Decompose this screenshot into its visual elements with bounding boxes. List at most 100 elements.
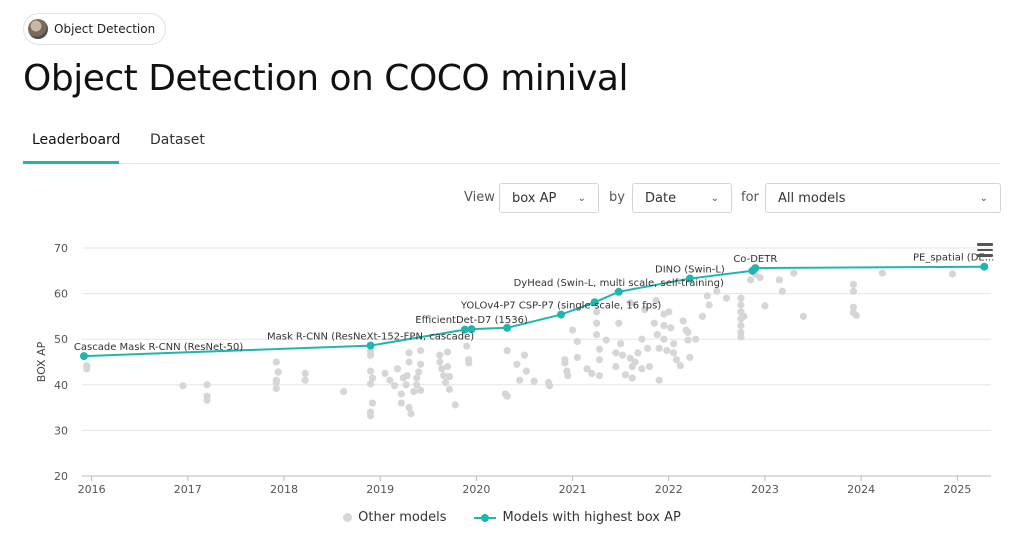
other-model-point — [684, 328, 692, 336]
other-model-point — [593, 331, 601, 339]
sota-data-label: DyHead (Swin-L, multi scale, self-traini… — [514, 278, 724, 289]
other-model-point — [669, 349, 678, 357]
other-model-point — [849, 303, 858, 311]
sota-model-point — [79, 352, 88, 361]
sota-model-point — [614, 287, 623, 296]
other-model-point — [588, 369, 596, 377]
other-model-point — [203, 381, 211, 389]
other-model-point — [203, 396, 211, 404]
other-model-point — [740, 312, 748, 320]
x-tick-label: 2022 — [655, 483, 683, 496]
sota-data-label: EfficientDet-D7 (1536) — [415, 315, 528, 326]
other-model-point — [445, 385, 454, 393]
other-model-point — [626, 299, 634, 307]
other-model-point — [564, 372, 572, 380]
other-model-point — [756, 274, 764, 282]
other-model-point — [403, 372, 411, 380]
other-model-point — [272, 384, 280, 393]
other-model-point — [778, 287, 786, 295]
other-model-point — [503, 392, 511, 400]
view-label: View — [464, 190, 495, 205]
sota-model-point — [557, 310, 566, 319]
other-model-point — [652, 296, 660, 305]
sota-data-label: PE_spatial (DE... — [913, 253, 994, 264]
other-model-point — [799, 312, 808, 320]
sota-data-label: DINO (Swin-L) — [655, 265, 725, 276]
other-model-point — [583, 365, 591, 373]
other-model-point — [638, 335, 646, 343]
other-model-point — [638, 365, 646, 373]
sota-model-point — [503, 323, 512, 332]
other-model-point — [660, 321, 668, 330]
legend-other-models[interactable]: Other models — [343, 510, 446, 525]
other-model-point — [628, 374, 636, 382]
other-model-point — [516, 376, 524, 384]
other-model-point — [438, 365, 446, 373]
other-model-point — [667, 324, 675, 332]
other-model-point — [705, 301, 713, 309]
other-model-point — [669, 340, 678, 348]
active-tab-indicator — [23, 161, 119, 164]
other-model-point — [530, 377, 538, 385]
other-model-point — [612, 362, 620, 371]
other-model-point — [391, 382, 399, 390]
other-model-point — [612, 349, 620, 357]
other-model-point — [83, 365, 91, 373]
tab-dataset[interactable]: Dataset — [150, 132, 205, 148]
other-model-point — [595, 356, 604, 364]
view-select-value: box AP — [512, 190, 557, 206]
other-model-point — [416, 347, 425, 355]
other-model-point — [368, 399, 377, 407]
legend-sota-models[interactable]: Models with highest box AP — [474, 510, 681, 525]
other-model-point — [568, 326, 577, 334]
other-model-point — [443, 362, 452, 371]
other-model-point — [368, 374, 377, 382]
other-model-point — [545, 382, 554, 390]
view-select[interactable]: box AP ⌄ — [499, 183, 599, 213]
sota-model-point — [751, 264, 760, 273]
for-select[interactable]: All models ⌄ — [765, 183, 1001, 213]
other-model-point — [272, 358, 280, 366]
other-model-point — [849, 309, 858, 317]
other-model-point — [386, 376, 394, 384]
other-model-point — [272, 378, 280, 387]
other-model-point — [698, 312, 707, 320]
sota-model-point — [366, 341, 375, 350]
other-model-point — [442, 378, 450, 387]
other-model-point — [593, 308, 601, 316]
other-model-point — [573, 353, 581, 362]
other-model-point — [522, 367, 531, 375]
other-model-point — [679, 317, 687, 325]
chart-menu-icon[interactable] — [977, 243, 993, 257]
other-model-point — [407, 409, 415, 418]
task-avatar — [28, 19, 48, 39]
sota-data-label: YOLOv4-P7 CSP-P7 (single-scale, 16 fps) — [460, 301, 662, 312]
y-axis-label: BOX AP — [35, 341, 48, 382]
other-model-point — [746, 276, 755, 284]
other-model-point — [393, 365, 402, 373]
y-tick-label: 30 — [54, 424, 68, 437]
legend-other-dot — [343, 513, 353, 522]
chart-legend: Other models Models with highest box AP — [0, 510, 1024, 525]
sota-data-label: Mask R-CNN (ResNeXt-152-FPN, cascade) — [267, 332, 474, 343]
other-model-point — [615, 319, 623, 327]
other-model-point — [703, 292, 711, 300]
other-model-point — [621, 371, 630, 379]
sota-model-point — [590, 298, 599, 307]
other-model-point — [692, 335, 700, 343]
other-model-point — [618, 351, 627, 359]
breadcrumb-chip[interactable]: Object Detection — [23, 13, 167, 45]
x-tick-label: 2021 — [559, 483, 587, 496]
other-model-point — [440, 372, 448, 380]
tab-leaderboard[interactable]: Leaderboard — [32, 132, 121, 148]
other-model-point — [737, 333, 745, 341]
other-model-point — [405, 404, 413, 412]
by-select[interactable]: Date ⌄ — [632, 183, 732, 213]
legend-other-label: Other models — [358, 510, 447, 525]
sota-model-point — [467, 325, 476, 334]
other-model-point — [676, 362, 684, 370]
other-model-point — [179, 382, 187, 390]
x-tick-label: 2025 — [943, 483, 971, 496]
y-tick-label: 50 — [54, 333, 68, 346]
